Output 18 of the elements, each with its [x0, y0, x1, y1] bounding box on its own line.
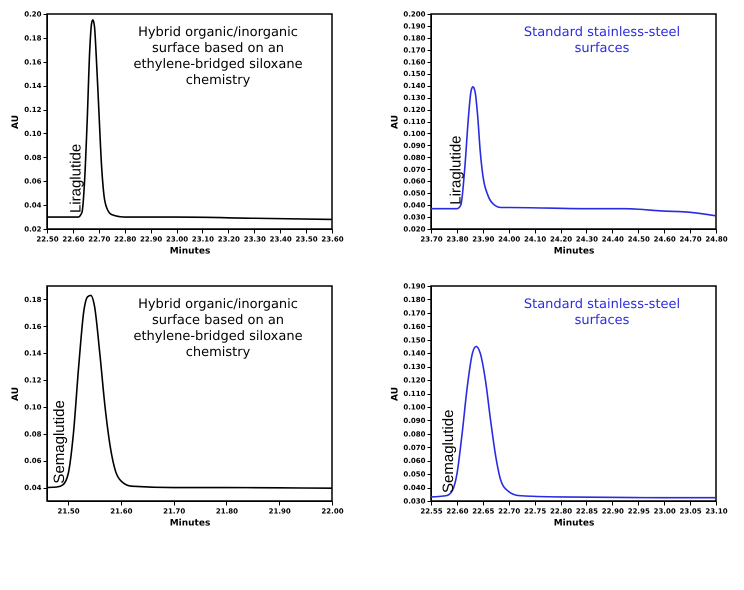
x-axis-title: Minutes [170, 246, 210, 256]
line-series [431, 86, 716, 217]
x-axis-title: Minutes [170, 518, 210, 528]
y-axis-title: AU [390, 115, 400, 129]
line-series [431, 346, 716, 498]
y-axis-title: AU [390, 387, 400, 401]
annotation: Semaglutide [440, 410, 457, 493]
annotation: Standard stainless-steel surfaces [524, 297, 680, 328]
annotation: Hybrid organic/inorganic surface based on an ethylene-bridged siloxane chemistry [133, 25, 303, 88]
annotation: Liraglutide [68, 144, 85, 214]
y-axis-title: AU [11, 115, 22, 129]
x-axis-title: Minutes [554, 518, 594, 528]
annotation: Standard stainless-steel surfaces [524, 25, 680, 56]
annotation: Liraglutide [448, 135, 465, 205]
x-axis-title: Minutes [554, 246, 594, 256]
annotation: Hybrid organic/inorganic surface based on an ethylene-bridged siloxane chemistry [133, 297, 303, 360]
y-axis-title: AU [11, 387, 22, 401]
annotation: Semaglutide [51, 400, 68, 484]
